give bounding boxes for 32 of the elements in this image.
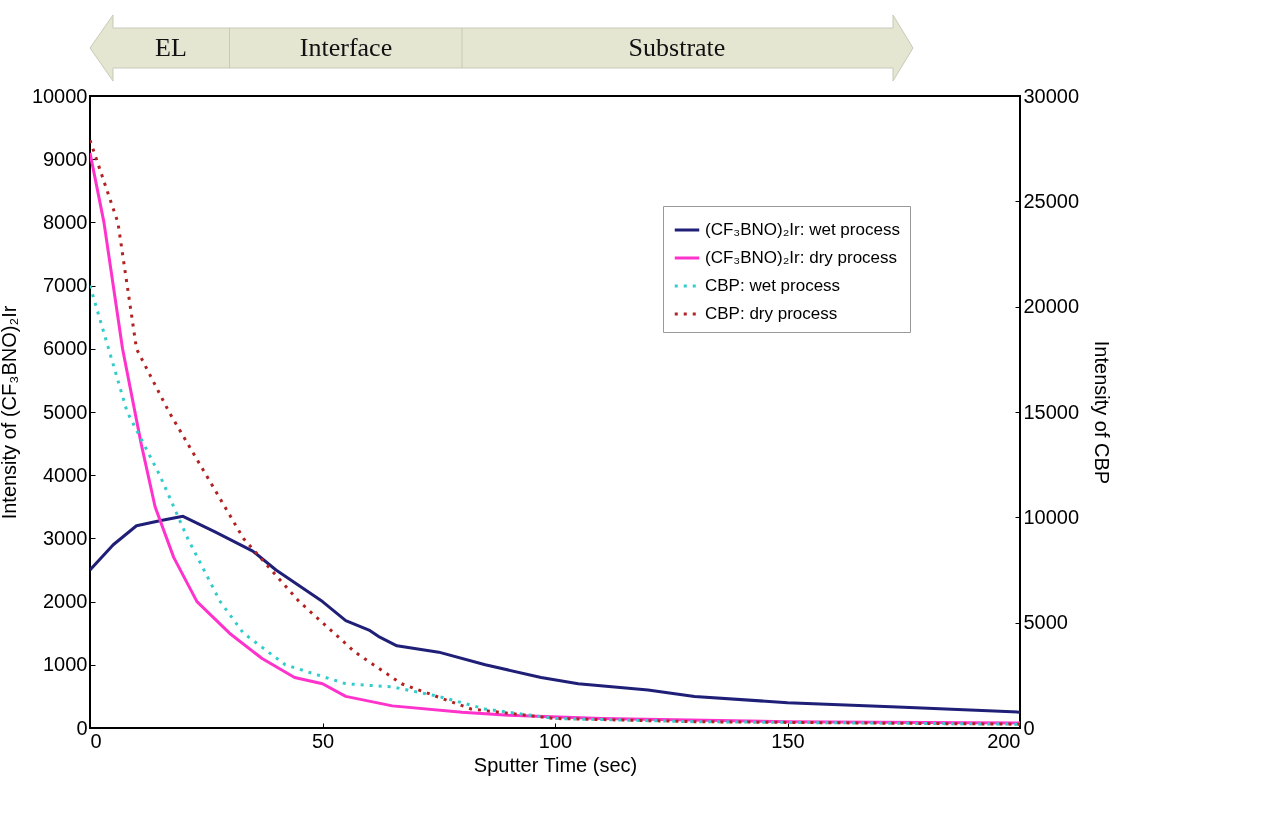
line-series xyxy=(90,514,1020,714)
y-tick-label: 8000 xyxy=(43,210,88,233)
y-tick-label: 5000 xyxy=(43,400,88,423)
legend-label: (CF₃BNO)₂Ir: dry process xyxy=(705,248,898,267)
x-tick-label: 200 xyxy=(987,729,1021,752)
y2-tick-label: 20000 xyxy=(1023,295,1080,318)
y-tick-label: 7000 xyxy=(43,274,88,297)
y-tick-label: 6000 xyxy=(43,337,88,360)
y2-tick-label: 25000 xyxy=(1023,189,1080,212)
text: Substrate xyxy=(628,32,726,64)
y2-tick-label: 10000 xyxy=(1023,505,1080,528)
y2-tick-label: 5000 xyxy=(1023,611,1068,634)
y-tick-label: 4000 xyxy=(43,463,88,486)
y-axis-title: Intensity of (CF₃BNO)₂Ir xyxy=(0,305,20,520)
y-tick-label: 1000 xyxy=(43,653,88,676)
y2-axis-title: Intensity of CBP xyxy=(1091,340,1114,485)
x-axis-title: Sputter Time (sec) xyxy=(473,753,638,776)
text: Interface xyxy=(299,32,393,64)
x-tick-label: 50 xyxy=(311,729,335,752)
legend-label: CBP: dry process xyxy=(705,304,838,323)
y-tick-label: 10000 xyxy=(31,84,88,107)
legend-label: (CF₃BNO)₂Ir: wet process xyxy=(705,220,900,239)
y-tick-label: 2000 xyxy=(43,590,88,613)
y-tick-label: 9000 xyxy=(43,147,88,170)
text: EL xyxy=(155,32,187,64)
x-tick-label: 150 xyxy=(771,729,805,752)
y-tick-label: 3000 xyxy=(43,526,88,549)
legend-label: CBP: wet process xyxy=(705,276,841,295)
x-tick-label: 0 xyxy=(90,729,102,752)
y2-tick-label: 30000 xyxy=(1023,84,1080,107)
y2-tick-label: 15000 xyxy=(1023,400,1080,423)
x-tick-label: 100 xyxy=(538,729,573,752)
